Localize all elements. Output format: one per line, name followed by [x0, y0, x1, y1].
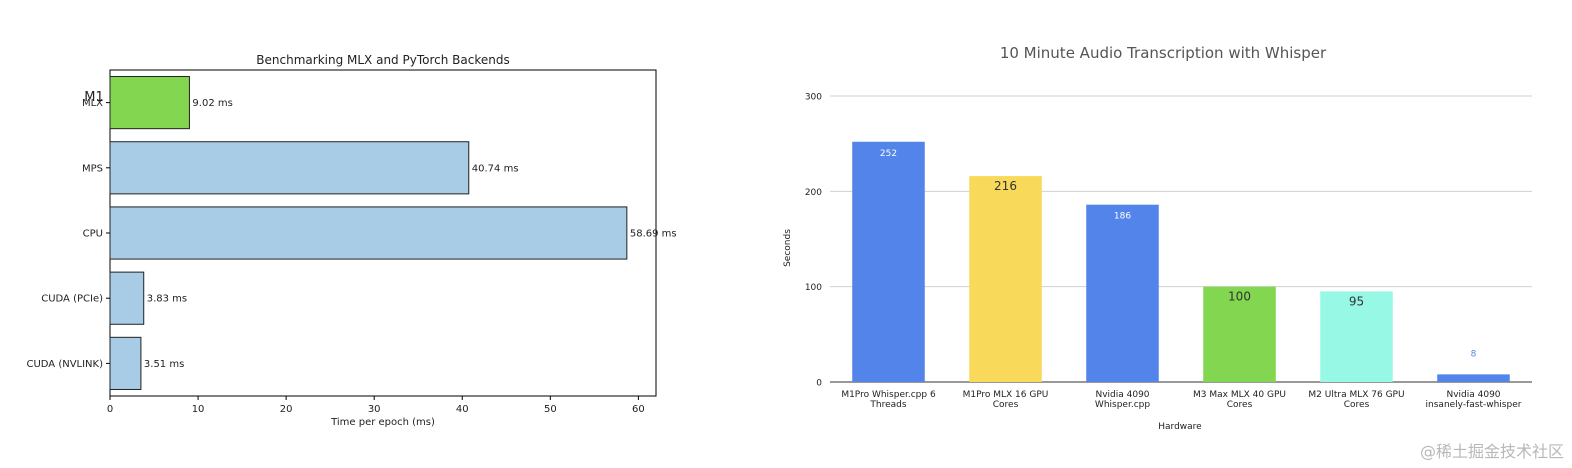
data-label: 252: [880, 149, 897, 159]
y-tick-label: MPS: [82, 163, 103, 174]
x-tick-label: 30: [368, 404, 381, 415]
y-tick-label: MLX: [82, 98, 103, 109]
bar: [109, 76, 190, 130]
bar: [109, 206, 628, 260]
data-label: 3.83 ms: [147, 294, 187, 305]
y-tick-label: 0: [816, 379, 822, 389]
chart-title: Benchmarking MLX and PyTorch Backends: [256, 53, 509, 67]
bar: [1086, 204, 1159, 382]
bar: [852, 141, 925, 382]
data-label: 8: [1471, 349, 1477, 359]
y-tick-label: CPU: [83, 229, 103, 240]
bar: [109, 271, 145, 325]
x-category-label: Whisper.cpp: [1095, 400, 1150, 410]
y-tick-label: CUDA (NVLINK): [26, 359, 103, 370]
x-tick-label: 10: [192, 404, 205, 415]
data-label: 3.51 ms: [144, 359, 184, 370]
y-tick-label: 200: [805, 188, 822, 198]
x-category-label: M1Pro Whisper.cpp 6: [841, 390, 936, 400]
y-tick-label: 300: [805, 93, 822, 103]
x-category-label: M3 Max MLX 40 GPU: [1193, 390, 1286, 400]
x-tick-label: 50: [544, 404, 557, 415]
x-category-label: Threads: [869, 400, 906, 410]
bar: [109, 336, 142, 390]
x-category-label: M2 Ultra MLX 76 GPU: [1308, 390, 1404, 400]
bar: [1203, 286, 1276, 382]
y-tick-label: 100: [805, 283, 822, 293]
x-axis-label: Time per epoch (ms): [330, 417, 435, 428]
x-tick-label: 60: [632, 404, 645, 415]
data-label: 216: [994, 179, 1017, 193]
bars-group: MLX 9.02 ms MPS 40.74 ms CPU 58.69 ms CUDA (PC…: [26, 76, 677, 390]
bars-group: 252 216 186 100 95 8: [852, 141, 1510, 382]
group-label: M1: [84, 90, 104, 105]
x-axis-label: Hardware: [1158, 422, 1202, 432]
x-tick-label: 40: [456, 404, 469, 415]
x-category-label: M1Pro MLX 16 GPU: [963, 390, 1049, 400]
data-label: 9.02 ms: [192, 98, 232, 109]
whisper-chart: 10 Minute Audio Transcription with Whisp…: [783, 44, 1532, 432]
bar: [1320, 291, 1393, 382]
bar: [969, 176, 1042, 382]
chart-title: 10 Minute Audio Transcription with Whisp…: [1000, 44, 1327, 62]
data-label: 100: [1228, 290, 1251, 304]
data-label: 58.69 ms: [630, 229, 677, 240]
bar: [1437, 374, 1510, 382]
y-axis-label: Seconds: [783, 229, 793, 267]
y-tick-label: CUDA (PCIe): [41, 294, 103, 305]
x-category-label: insanely-fast-whisper: [1426, 400, 1522, 410]
x-category-label: Cores: [1344, 400, 1370, 410]
x-category-label: Cores: [993, 400, 1019, 410]
data-label: 95: [1349, 294, 1364, 308]
x-category-label: Nvidia 4090: [1095, 390, 1149, 400]
bar: [109, 141, 470, 195]
benchmark-chart: Benchmarking MLX and PyTorch Backends M1…: [26, 53, 677, 428]
x-axis-ticks: 0 10 20 30 40 50 60: [107, 396, 645, 415]
gridlines: 0 100 200 300: [805, 93, 1532, 389]
data-label: 40.74 ms: [472, 163, 519, 174]
x-category-label: Cores: [1227, 400, 1253, 410]
data-label: 186: [1114, 212, 1131, 222]
x-category-label: Nvidia 4090: [1446, 390, 1500, 400]
x-tick-label: 20: [280, 404, 293, 415]
x-tick-label: 0: [107, 404, 113, 415]
watermark: @稀土掘金技术社区: [1419, 442, 1564, 461]
